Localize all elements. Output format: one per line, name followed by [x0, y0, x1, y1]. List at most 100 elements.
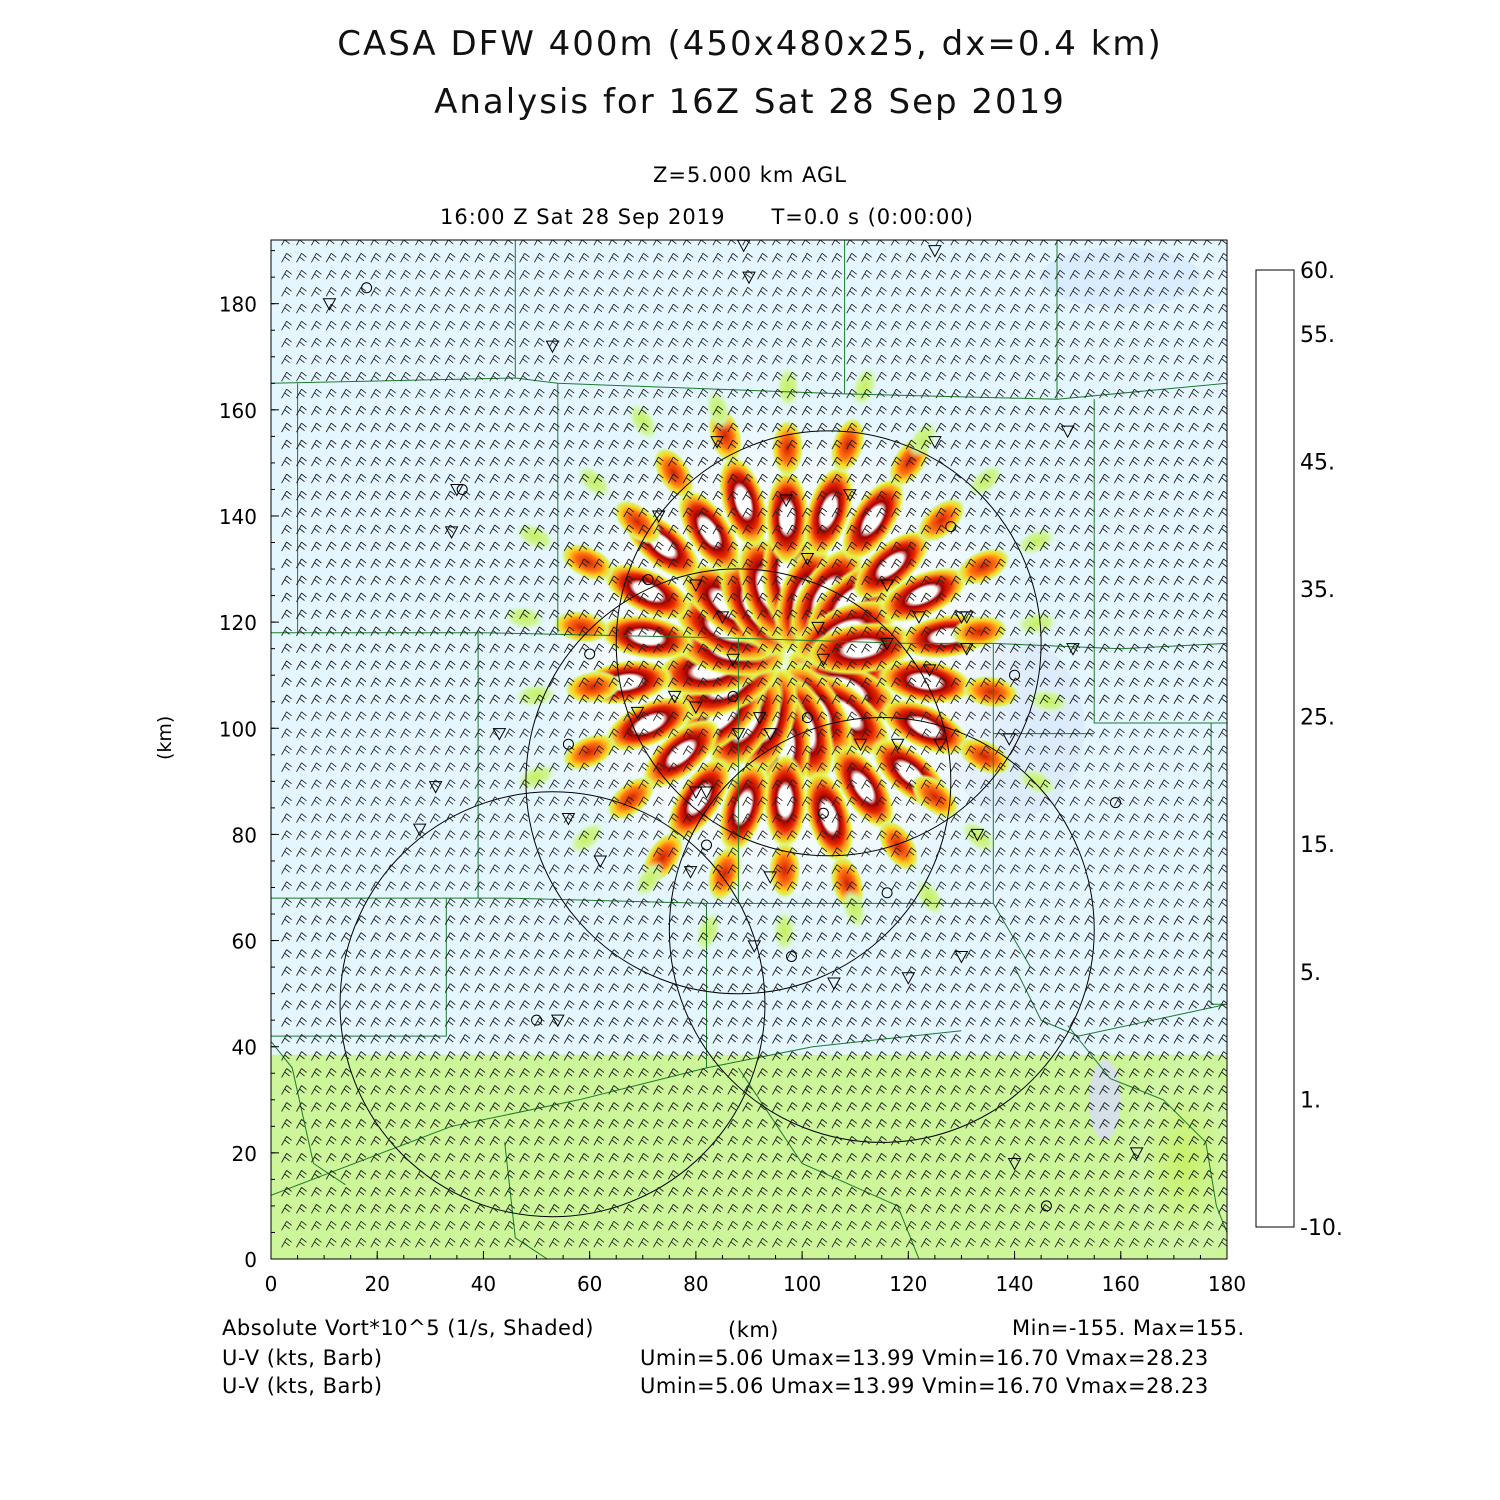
x-tick-label: 20: [364, 1272, 389, 1296]
station-triangle: [800, 552, 815, 566]
vorticity-blob: [627, 402, 659, 441]
x-tick-label: 0: [265, 1272, 278, 1296]
vorticity-blob: [575, 464, 612, 499]
station-triangle: [901, 972, 916, 985]
station-circle: [1009, 669, 1021, 681]
station-triangle: [959, 643, 974, 656]
x-tick-label: 80: [683, 1272, 708, 1296]
county-line: [1093, 399, 1227, 724]
station-triangle: [651, 510, 666, 524]
y-tick-label: 160: [219, 399, 257, 423]
county-line: [271, 898, 447, 1037]
station-triangle: [779, 494, 794, 508]
station-circle: [456, 483, 468, 495]
county-line: [271, 897, 994, 904]
vorticity-blob: [705, 388, 732, 431]
colorbar-label: 60.: [1300, 259, 1335, 284]
station-triangle: [726, 653, 740, 667]
vorticity-blob: [841, 887, 868, 930]
yellow-green-patch: [1124, 1053, 1227, 1259]
station-triangle: [689, 579, 703, 593]
station-triangle: [1129, 1147, 1144, 1160]
vorticity-blob: [763, 752, 808, 850]
station-triangle: [492, 728, 507, 741]
station-triangle: [428, 781, 443, 794]
station-circle: [1109, 797, 1121, 809]
station-circle: [785, 950, 797, 962]
y-tick-label: 0: [244, 1248, 257, 1272]
x-tick-label: 140: [995, 1272, 1033, 1296]
x-tick-label: 40: [471, 1272, 496, 1296]
vorticity-blob: [917, 497, 966, 543]
vorticity-blob: [962, 675, 1020, 709]
station-triangle: [550, 1014, 565, 1028]
station-triangle: [853, 738, 868, 752]
colorbar-frame: [1255, 269, 1295, 1228]
station-triangle: [731, 728, 746, 741]
station-triangle: [715, 611, 730, 624]
vorticity-blob: [564, 670, 622, 704]
station-triangle: [561, 812, 576, 826]
station-circle: [701, 839, 713, 851]
vorticity-blob: [803, 769, 855, 864]
y-tick-label: 120: [219, 611, 257, 635]
station-circle: [531, 1014, 543, 1026]
station-triangle: [322, 298, 337, 311]
vorticity-field: [271, 240, 1227, 1259]
station-triangle: [667, 690, 682, 704]
vorticity-blob: [851, 365, 878, 408]
y-tick-label: 80: [232, 823, 257, 847]
vorticity-blob: [775, 365, 801, 409]
vorticity-blob: [1026, 688, 1070, 714]
y-tick-label: 40: [232, 1036, 257, 1060]
station-triangle: [880, 637, 894, 651]
county-line: [1067, 1025, 1227, 1233]
vorticity-blob: [957, 737, 1012, 776]
station-triangle: [928, 245, 942, 258]
station-triangle: [843, 489, 857, 502]
colorbar-label: -10.: [1300, 1216, 1343, 1241]
county-line: [271, 632, 1227, 650]
station-triangle: [710, 436, 724, 449]
station-triangle: [683, 866, 698, 879]
station-triangle: [1066, 643, 1080, 656]
station-circle: [727, 690, 739, 702]
station-circle: [1040, 1200, 1052, 1212]
barb-label-1: U-V (kts, Barb): [222, 1346, 383, 1370]
wind-barbs: [281, 240, 1227, 1248]
chart-subtitle: Analysis for 16Z Sat 28 Sep 2019: [434, 82, 1066, 122]
station-triangle: [1007, 1157, 1022, 1171]
colorbar-label: 25.: [1300, 706, 1335, 731]
station-triangle: [912, 611, 926, 624]
vorticity-blob: [768, 841, 801, 900]
station-triangle: [699, 786, 714, 800]
vorticity-blob: [613, 499, 662, 545]
station-circle: [642, 574, 654, 586]
vorticity-blob: [960, 819, 997, 854]
colorbar: 60. 55. 45. 35. 25. 15. 5. 1. -10.: [1255, 259, 1343, 1241]
vorticity-blob: [641, 717, 721, 790]
x-axis: 0 20 40 60 80 100 120 140 160 180: [265, 1251, 1246, 1296]
station-triangle: [747, 940, 762, 953]
vorticity-blob: [950, 615, 1009, 648]
barb-label-2: U-V (kts, Barb): [222, 1374, 383, 1398]
station-triangle: [890, 738, 905, 752]
vorticity-blob: [803, 464, 854, 559]
y-tick-label: 20: [232, 1142, 257, 1166]
station-triangle: [593, 855, 608, 868]
colorbar-label: 35.: [1300, 578, 1335, 603]
time-info: 16:00 Z Sat 28 Sep 2019 T=0.0 s (0:00:00): [440, 205, 974, 229]
vorticity-blob: [840, 477, 906, 562]
station-triangle: [412, 823, 427, 837]
station-triangle: [742, 271, 756, 285]
forecast-time: T=0.0 s (0:00:00): [771, 205, 974, 229]
vorticity-blob: [956, 547, 1011, 586]
station-triangle: [630, 706, 645, 720]
station-triangle: [970, 828, 985, 842]
vorticity-blob: [514, 522, 556, 551]
x-axis-label: (km): [728, 1318, 780, 1342]
level-label: Z=5.000 km AGL: [652, 163, 848, 187]
vorticity-blob: [514, 682, 557, 708]
vorticity-blob: [502, 605, 546, 630]
